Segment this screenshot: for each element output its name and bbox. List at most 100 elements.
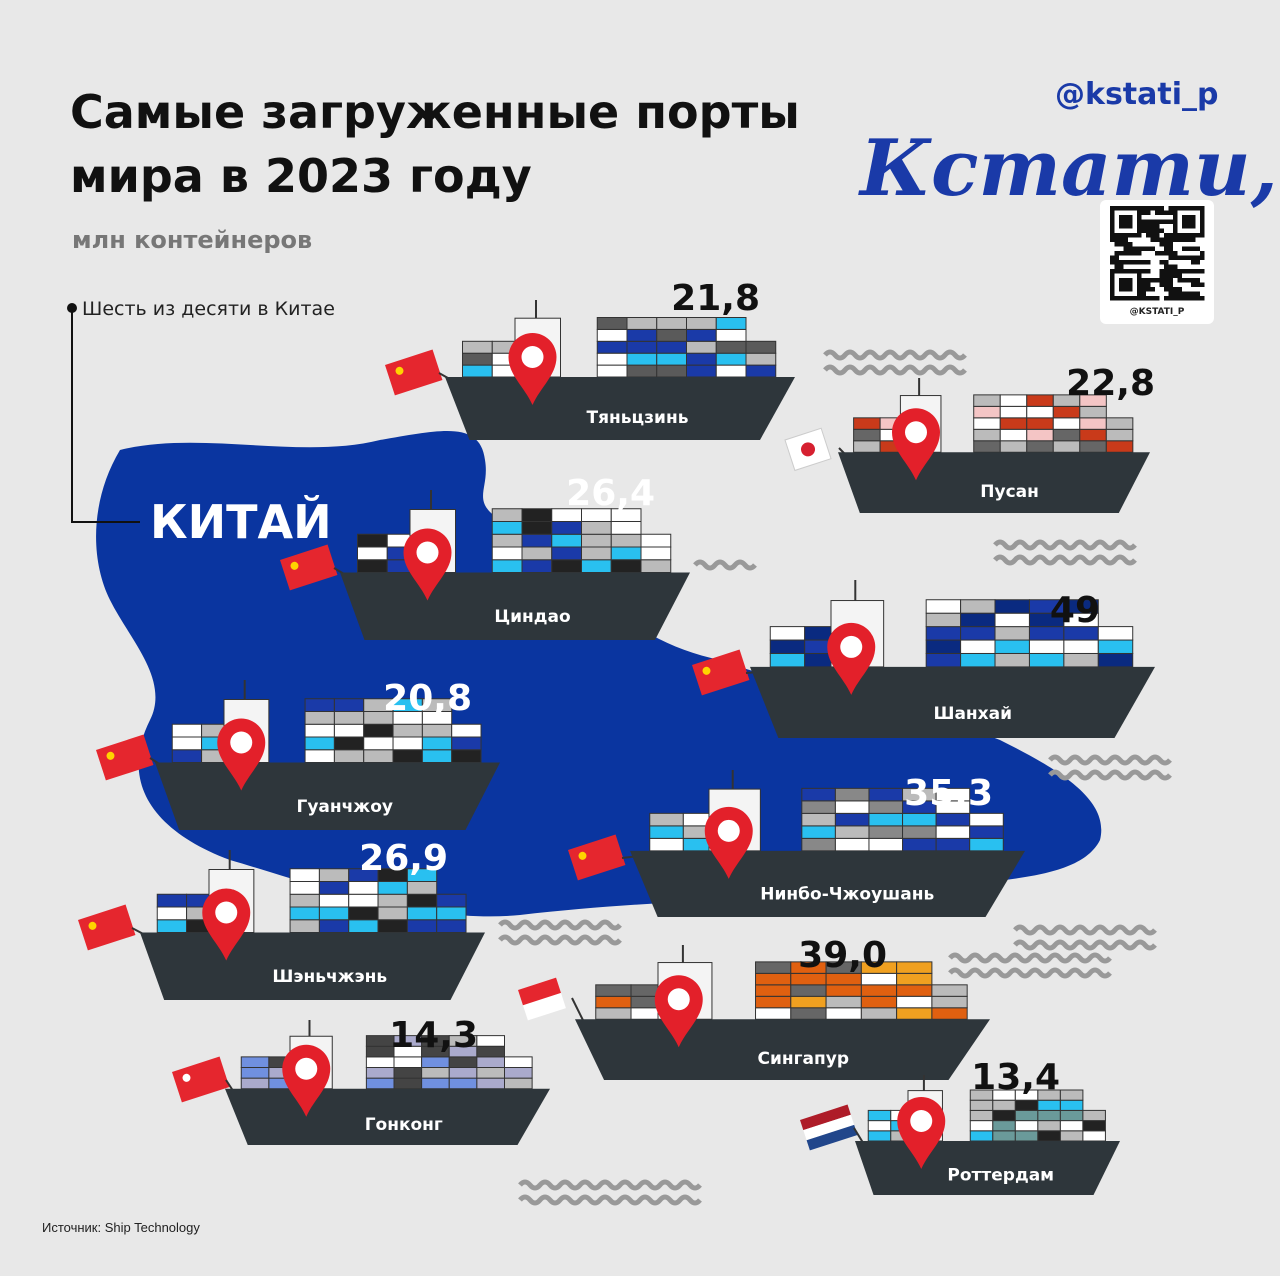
qr-cell bbox=[1168, 278, 1173, 283]
qr-cell bbox=[1177, 287, 1182, 292]
ship: Шэньчжэнь 26,9 bbox=[77, 838, 485, 1000]
container bbox=[902, 812, 937, 827]
qr-cell bbox=[1173, 264, 1178, 269]
container bbox=[521, 508, 553, 522]
flag-field bbox=[77, 904, 136, 951]
qr-cell bbox=[1168, 264, 1173, 269]
wave bbox=[993, 554, 1137, 566]
container bbox=[973, 417, 1001, 430]
qr-cell bbox=[1110, 269, 1115, 274]
container bbox=[960, 612, 996, 628]
title: Самые загруженные порты bbox=[70, 85, 800, 139]
container bbox=[476, 1035, 505, 1047]
qr-cell bbox=[1132, 296, 1137, 301]
qr-cell bbox=[1200, 282, 1205, 287]
container bbox=[860, 984, 898, 997]
qr-cell bbox=[1177, 296, 1182, 301]
subtitle: млн контейнеров bbox=[72, 226, 312, 254]
container bbox=[935, 787, 971, 802]
qr-cell bbox=[1191, 206, 1196, 211]
flag-field bbox=[172, 1056, 230, 1103]
container bbox=[421, 723, 453, 738]
qr-cell bbox=[1182, 224, 1187, 229]
qr-cell bbox=[1137, 224, 1142, 229]
container bbox=[686, 352, 717, 366]
container bbox=[960, 639, 996, 654]
flag-stripe bbox=[803, 1114, 855, 1141]
port-name: Нинбо-Чжоушань bbox=[760, 884, 934, 904]
container bbox=[925, 612, 962, 628]
container bbox=[304, 711, 335, 725]
qr-cell bbox=[1137, 210, 1142, 215]
container bbox=[1063, 652, 1099, 668]
container bbox=[656, 364, 687, 378]
container bbox=[1028, 639, 1065, 654]
container bbox=[896, 984, 933, 997]
container bbox=[581, 533, 612, 548]
container bbox=[686, 328, 717, 342]
pin bbox=[282, 1044, 331, 1117]
container bbox=[406, 868, 438, 882]
qr-cell bbox=[1191, 219, 1196, 224]
container bbox=[333, 736, 365, 751]
qr-cell bbox=[1119, 287, 1124, 292]
qr-cell bbox=[1155, 219, 1160, 224]
qr-cell bbox=[1177, 278, 1182, 283]
qr-cell bbox=[1182, 215, 1187, 220]
qr-cell bbox=[1141, 282, 1146, 287]
container bbox=[1063, 639, 1099, 654]
qr-cell bbox=[1191, 233, 1196, 238]
flag bbox=[77, 904, 136, 951]
qr-cell bbox=[1159, 219, 1164, 224]
qr-cell bbox=[1114, 242, 1119, 247]
container bbox=[640, 533, 672, 548]
container bbox=[171, 736, 203, 751]
qr-cell bbox=[1137, 273, 1142, 278]
container bbox=[1097, 639, 1134, 654]
port-name: Шанхай bbox=[933, 704, 1012, 724]
qr-cell bbox=[1191, 296, 1196, 301]
qr-cell bbox=[1141, 269, 1146, 274]
qr-cell bbox=[1182, 291, 1187, 296]
flag-emblem bbox=[182, 1073, 191, 1082]
container bbox=[834, 800, 870, 814]
container bbox=[867, 1130, 892, 1142]
container bbox=[421, 1067, 450, 1079]
container bbox=[973, 405, 1001, 419]
qr-cell bbox=[1132, 269, 1137, 274]
qr-cell bbox=[1155, 251, 1160, 256]
qr-cell bbox=[1132, 260, 1137, 265]
qr-cell bbox=[1150, 228, 1155, 233]
flag-emblem bbox=[290, 561, 299, 570]
qr-cell bbox=[1168, 210, 1173, 215]
container bbox=[348, 881, 379, 895]
qr-cell bbox=[1155, 206, 1160, 211]
container bbox=[1059, 1089, 1084, 1101]
container bbox=[994, 599, 1030, 614]
container bbox=[999, 405, 1028, 419]
container bbox=[640, 546, 672, 561]
container bbox=[551, 559, 582, 573]
container bbox=[896, 1007, 933, 1020]
qr-cell bbox=[1155, 228, 1160, 233]
qr-cell bbox=[1191, 269, 1196, 274]
wave bbox=[1048, 769, 1172, 781]
container bbox=[421, 749, 453, 763]
qr-cell bbox=[1137, 246, 1142, 251]
container bbox=[610, 546, 642, 561]
qr-cell bbox=[1141, 260, 1146, 265]
port-value: 49 bbox=[1050, 590, 1100, 631]
flag-field bbox=[518, 977, 561, 1006]
container bbox=[686, 317, 717, 330]
container bbox=[769, 626, 806, 641]
container bbox=[156, 906, 188, 921]
qr-cell bbox=[1168, 296, 1173, 301]
qr-cell bbox=[1128, 278, 1133, 283]
qr-cell bbox=[1150, 246, 1155, 251]
qr-cell bbox=[1159, 228, 1164, 233]
qr-cell bbox=[1200, 251, 1205, 256]
qr-cell bbox=[1182, 269, 1187, 274]
qr-cell bbox=[1123, 251, 1128, 256]
qr-cell bbox=[1200, 255, 1205, 260]
pin bbox=[202, 888, 251, 961]
